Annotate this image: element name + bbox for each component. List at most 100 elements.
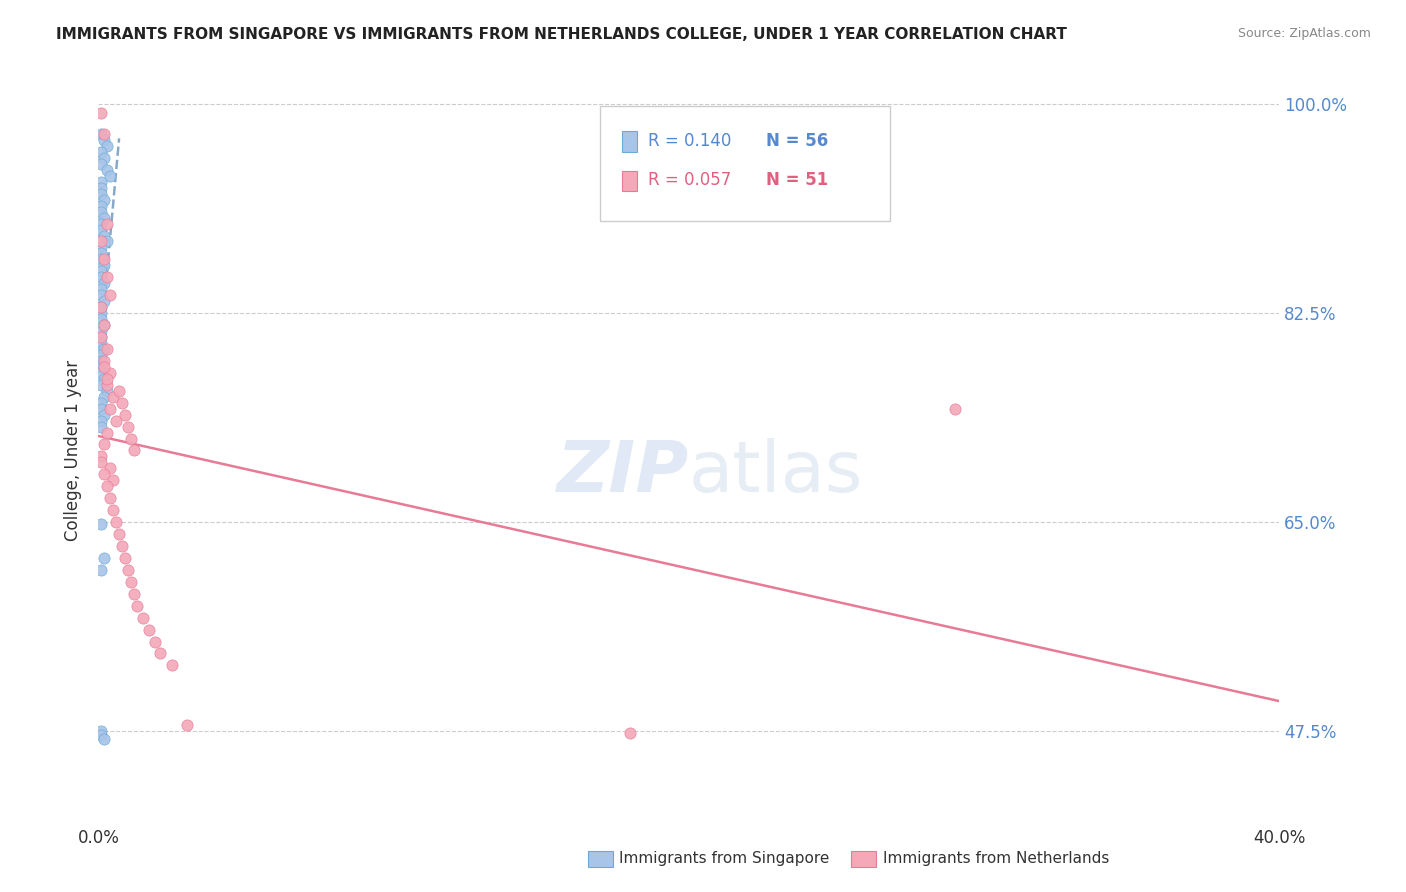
Point	[125, 599, 148, 613]
Point	[90, 199, 112, 213]
Point	[111, 539, 134, 553]
Point	[90, 359, 112, 374]
Bar	[621, 131, 637, 153]
Point	[93, 259, 115, 273]
Point	[105, 414, 128, 428]
Text: R = 0.057: R = 0.057	[648, 171, 731, 189]
Point	[90, 336, 112, 351]
Text: N = 51: N = 51	[766, 171, 828, 189]
Point	[176, 718, 198, 732]
Point	[162, 658, 183, 673]
Point	[93, 318, 115, 332]
Point	[96, 425, 118, 440]
Point	[96, 235, 118, 249]
Point	[90, 312, 112, 326]
Point	[103, 390, 125, 404]
Point	[98, 461, 121, 475]
Point	[96, 162, 118, 177]
Point	[143, 634, 166, 648]
Point	[138, 623, 160, 637]
Point	[103, 503, 125, 517]
FancyBboxPatch shape	[600, 106, 890, 221]
Point	[93, 372, 115, 386]
Point	[90, 235, 112, 249]
Point	[90, 377, 112, 392]
Point	[96, 342, 118, 356]
Point	[93, 550, 115, 565]
Point	[90, 105, 112, 120]
Text: R = 0.140: R = 0.140	[648, 132, 731, 150]
Point	[93, 354, 115, 368]
Point	[98, 401, 121, 416]
Point	[114, 408, 136, 422]
Point	[90, 157, 112, 171]
Point	[90, 395, 112, 409]
Point	[90, 127, 112, 141]
Point	[93, 318, 115, 332]
Point	[122, 443, 145, 458]
Point	[96, 377, 118, 392]
Point	[943, 401, 966, 416]
Point	[108, 527, 131, 541]
Point	[90, 728, 112, 742]
Point	[619, 726, 641, 740]
Point	[93, 133, 115, 147]
Point	[93, 211, 115, 225]
Text: Immigrants from Netherlands: Immigrants from Netherlands	[883, 852, 1109, 866]
Point	[93, 151, 115, 165]
Point	[93, 193, 115, 207]
Point	[122, 587, 145, 601]
Point	[105, 515, 128, 529]
Point	[90, 288, 112, 302]
Point	[90, 180, 112, 194]
Point	[90, 300, 112, 314]
Point	[108, 384, 131, 398]
Point	[93, 127, 115, 141]
Point	[90, 517, 112, 532]
Point	[90, 563, 112, 577]
Bar	[621, 170, 637, 191]
Point	[98, 288, 121, 302]
Point	[90, 414, 112, 428]
Point	[90, 401, 112, 416]
Point	[98, 169, 121, 183]
Point	[149, 647, 172, 661]
Point	[93, 342, 115, 356]
Point	[96, 372, 118, 386]
Point	[96, 479, 118, 493]
Point	[93, 277, 115, 291]
Point	[93, 228, 115, 243]
Point	[90, 217, 112, 231]
Point	[114, 550, 136, 565]
Point	[90, 175, 112, 189]
Point	[90, 354, 112, 368]
Point	[96, 139, 118, 153]
Point	[96, 384, 118, 398]
Point	[103, 473, 125, 487]
Point	[90, 246, 112, 260]
Point	[90, 145, 112, 159]
Y-axis label: College, Under 1 year: College, Under 1 year	[65, 359, 83, 541]
Point	[90, 252, 112, 267]
Point	[93, 294, 115, 309]
Point	[90, 204, 112, 219]
Point	[90, 186, 112, 201]
Text: IMMIGRANTS FROM SINGAPORE VS IMMIGRANTS FROM NETHERLANDS COLLEGE, UNDER 1 YEAR C: IMMIGRANTS FROM SINGAPORE VS IMMIGRANTS …	[56, 27, 1067, 42]
Point	[90, 330, 112, 344]
Point	[120, 574, 142, 589]
Point	[93, 732, 115, 747]
Text: atlas: atlas	[689, 438, 863, 508]
Point	[90, 270, 112, 285]
Text: Source: ZipAtlas.com: Source: ZipAtlas.com	[1237, 27, 1371, 40]
Point	[90, 264, 112, 278]
Point	[93, 408, 115, 422]
Point	[90, 366, 112, 380]
Point	[111, 395, 134, 409]
Point	[98, 491, 121, 506]
Point	[120, 432, 142, 446]
Point	[96, 270, 118, 285]
Text: Immigrants from Singapore: Immigrants from Singapore	[619, 852, 830, 866]
Point	[90, 324, 112, 338]
Point	[96, 217, 118, 231]
Point	[98, 366, 121, 380]
